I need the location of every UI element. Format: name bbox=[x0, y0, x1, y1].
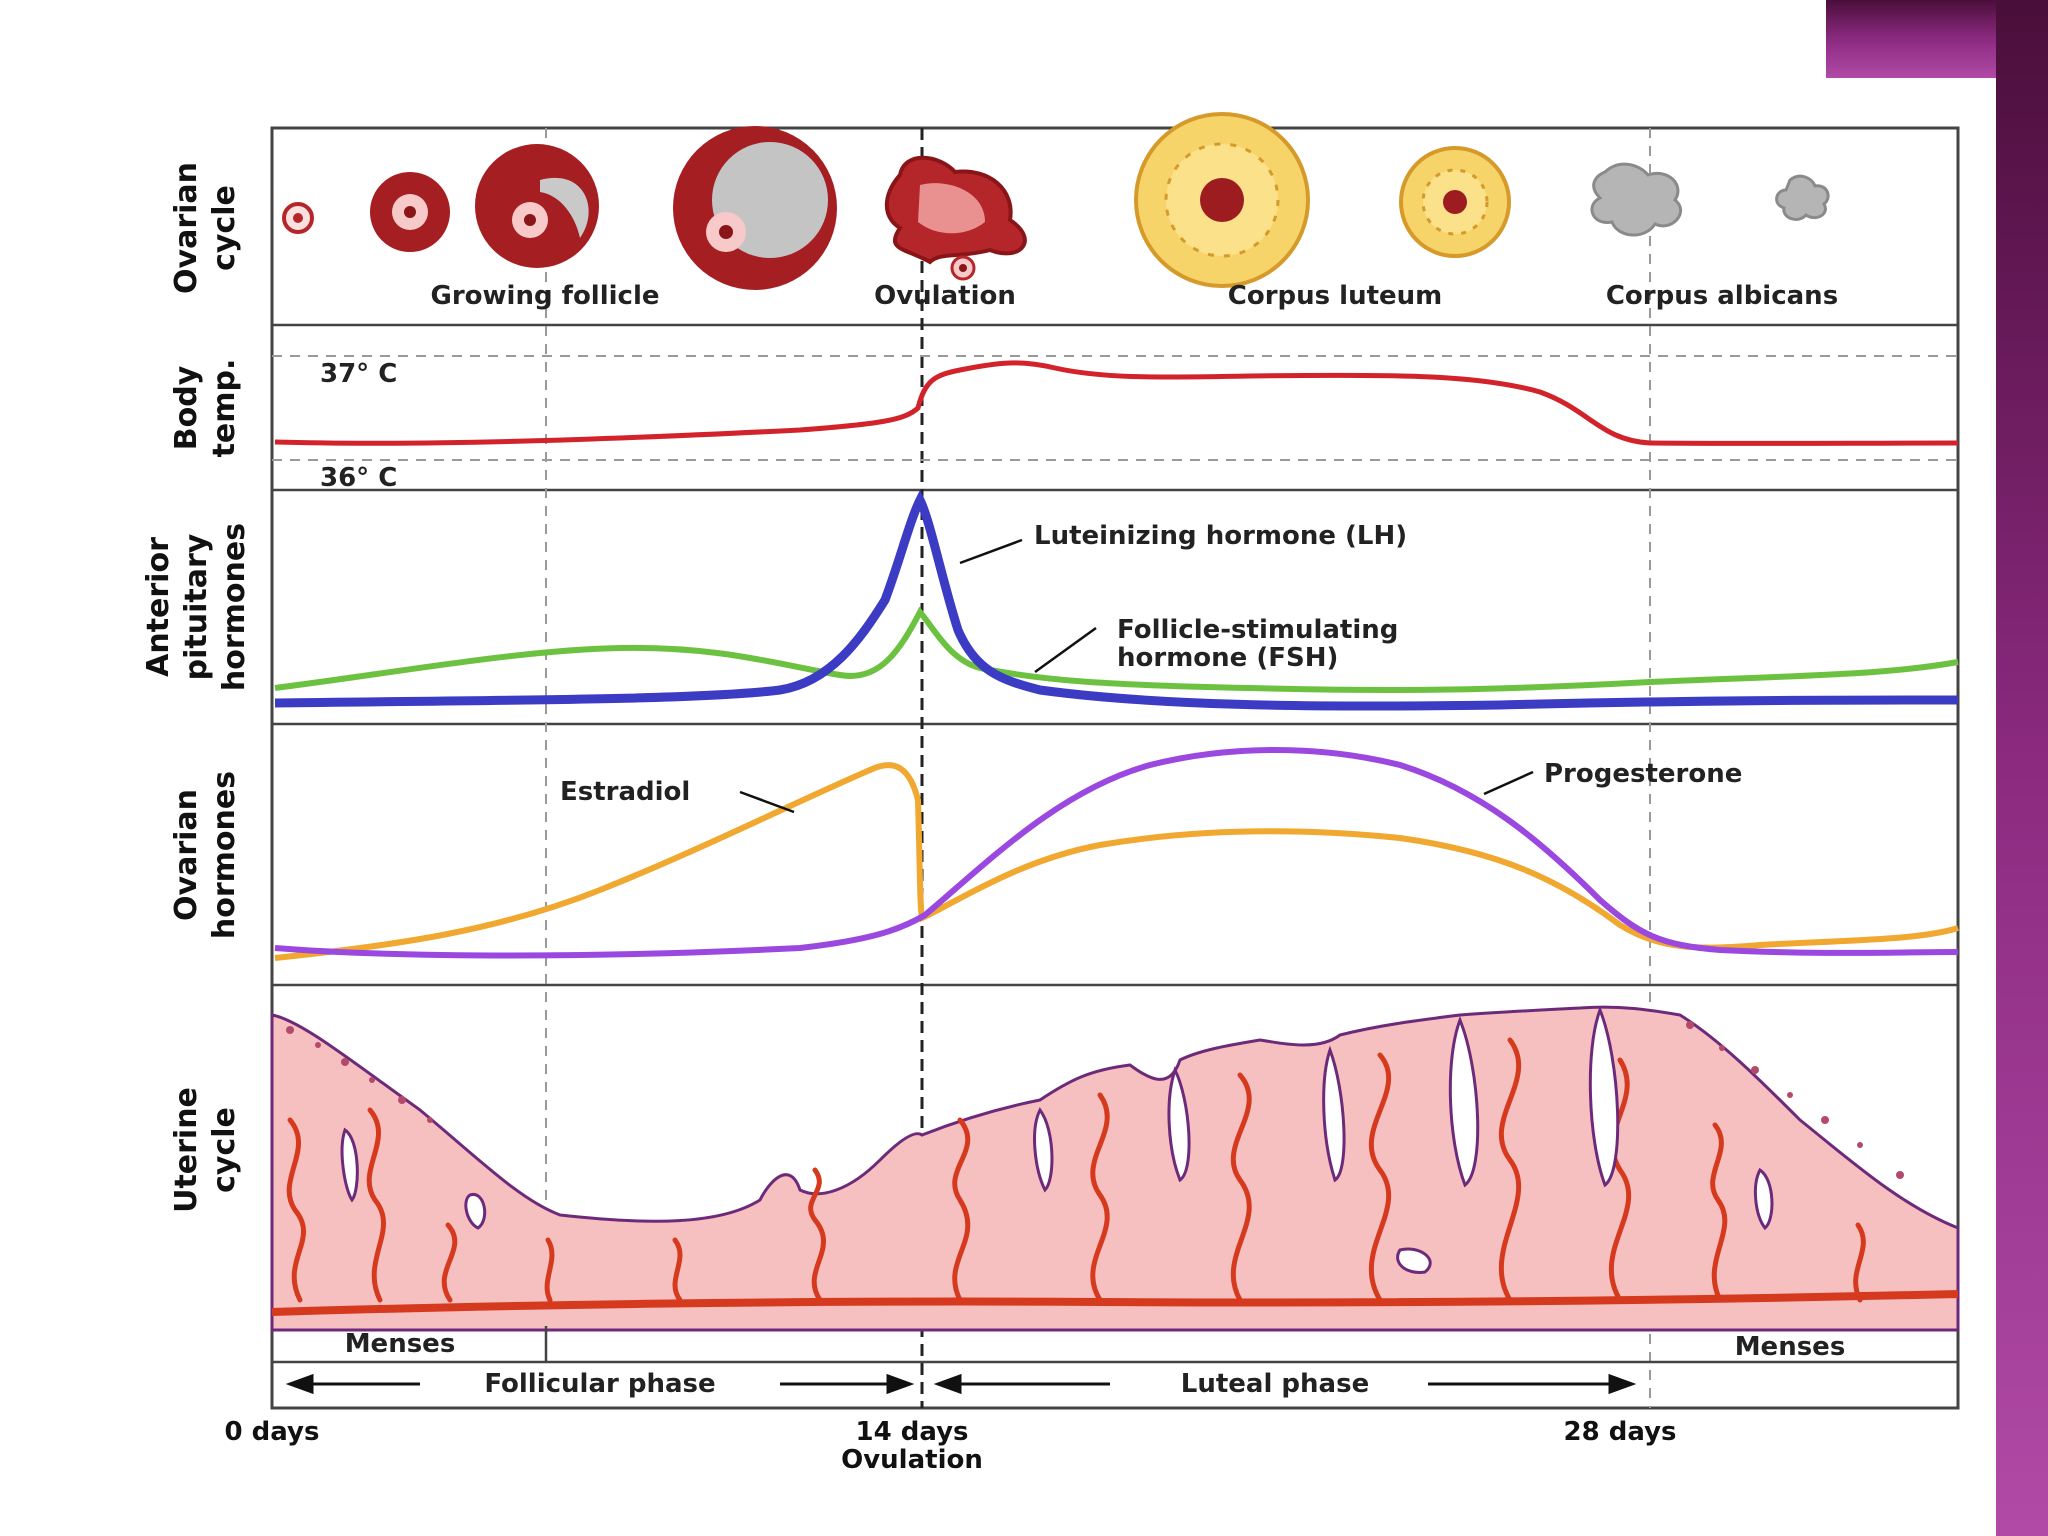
label-line: temp. bbox=[207, 359, 242, 458]
row-label-uterine-cycle: Uterine cycle bbox=[169, 1087, 242, 1213]
axis-day-0: 0 days bbox=[225, 1417, 320, 1447]
vessel bbox=[952, 1117, 971, 1303]
gland bbox=[1588, 1005, 1620, 1188]
ovulation-rupture-icon bbox=[884, 155, 1027, 281]
shed-tissue-dot bbox=[1751, 1066, 1759, 1074]
lh-curve bbox=[274, 489, 1959, 711]
follicle-primary-icon bbox=[370, 172, 450, 252]
estradiol-curve bbox=[274, 762, 1959, 961]
axis-day-14: 14 days bbox=[855, 1417, 968, 1447]
vessel bbox=[366, 1107, 387, 1303]
vessel bbox=[441, 1222, 458, 1303]
row-label-body-temp: Body temp. bbox=[169, 359, 242, 458]
basal-vessel bbox=[271, 1290, 1959, 1316]
fsh-label-line1: Follicle-stimulating bbox=[1117, 615, 1398, 645]
shed-tissue-dot bbox=[1857, 1142, 1863, 1148]
gland bbox=[464, 1193, 487, 1230]
vessel bbox=[1498, 1037, 1522, 1303]
axis-ovulation: Ovulation bbox=[841, 1445, 983, 1475]
follicle-primordial-icon bbox=[282, 202, 314, 234]
fsh-leader bbox=[1034, 626, 1097, 674]
label-line: Body bbox=[169, 365, 204, 450]
luteal-phase-label: Luteal phase bbox=[1181, 1369, 1369, 1399]
temperature-curve bbox=[274, 360, 1959, 446]
corpus-albicans-large-icon bbox=[1590, 162, 1682, 237]
label-line: Anterior bbox=[141, 537, 176, 677]
vessel bbox=[286, 1117, 307, 1303]
endometrium-illustration bbox=[270, 1005, 1960, 1332]
label-line: Ovarian bbox=[169, 162, 204, 294]
shed-tissue-dot bbox=[341, 1058, 349, 1066]
stage-growing-follicle: Growing follicle bbox=[431, 281, 660, 311]
gland bbox=[1322, 1045, 1346, 1183]
follicle-secondary-icon bbox=[475, 144, 599, 268]
label-line: Uterine bbox=[169, 1087, 204, 1213]
vessel bbox=[1608, 1057, 1632, 1303]
temp-36-label: 36° C bbox=[320, 463, 397, 493]
stage-corpus-luteum: Corpus luteum bbox=[1228, 281, 1443, 311]
vessel bbox=[1090, 1092, 1110, 1303]
vessel bbox=[1853, 1222, 1866, 1303]
endometrium-layer bbox=[270, 1005, 1960, 1332]
shed-tissue-dot bbox=[369, 1077, 375, 1083]
vessel bbox=[1368, 1052, 1392, 1303]
stage-corpus-albicans: Corpus albicans bbox=[1606, 281, 1838, 311]
shed-tissue-dot bbox=[315, 1042, 321, 1048]
vessel bbox=[1710, 1122, 1728, 1303]
vessel bbox=[672, 1237, 683, 1303]
shed-tissue-dot bbox=[398, 1096, 406, 1104]
progesterone-curve bbox=[274, 747, 1959, 959]
label-line: pituitary bbox=[179, 533, 214, 680]
shed-tissue-dot bbox=[1787, 1092, 1793, 1098]
gland bbox=[1448, 1015, 1480, 1188]
shed-tissue-dot bbox=[427, 1117, 433, 1123]
shed-tissue-dot bbox=[1686, 1021, 1694, 1029]
follicular-phase-label: Follicular phase bbox=[484, 1369, 715, 1399]
shed-tissue-dot bbox=[286, 1026, 294, 1034]
gland bbox=[1753, 1167, 1774, 1231]
gland bbox=[1396, 1247, 1432, 1274]
menses-right-label: Menses bbox=[1735, 1332, 1846, 1362]
follicle-mature-icon bbox=[673, 126, 837, 290]
estradiol-leader bbox=[739, 790, 795, 814]
row-label-pituitary: Anterior pituitary hormones bbox=[141, 523, 252, 691]
vessel bbox=[544, 1237, 555, 1303]
follicular-phase-arrow bbox=[285, 1373, 915, 1395]
stage-ovulation: Ovulation bbox=[874, 281, 1016, 311]
menses-left-label: Menses bbox=[345, 1329, 456, 1359]
lh-leader bbox=[959, 538, 1023, 565]
gland bbox=[1033, 1107, 1054, 1193]
row-label-ovarian-hormones: Ovarian hormones bbox=[169, 771, 242, 939]
row-label-ovarian-cycle: Ovarian cycle bbox=[169, 162, 242, 294]
corpus-luteum-large-icon bbox=[1134, 112, 1310, 288]
gland bbox=[340, 1127, 359, 1203]
estradiol-label: Estradiol bbox=[560, 777, 690, 807]
label-line: hormones bbox=[217, 523, 252, 691]
shed-tissue-dot bbox=[1821, 1116, 1829, 1124]
shed-tissue-dot bbox=[1719, 1045, 1725, 1051]
corpus-albicans-small-icon bbox=[1775, 174, 1830, 221]
progesterone-label: Progesterone bbox=[1544, 759, 1742, 789]
shed-tissue-dot bbox=[1896, 1171, 1904, 1179]
label-line: hormones bbox=[207, 771, 242, 939]
luteal-phase-arrow bbox=[933, 1373, 1637, 1395]
vessel bbox=[1230, 1072, 1252, 1303]
fsh-label-line2: hormone (FSH) bbox=[1117, 643, 1338, 673]
lh-label: Luteinizing hormone (LH) bbox=[1034, 521, 1407, 551]
label-line: cycle bbox=[207, 185, 242, 271]
slide-accent-bar-side bbox=[1996, 0, 2048, 1536]
label-line: cycle bbox=[207, 1107, 242, 1193]
temp-37-label: 37° C bbox=[320, 359, 397, 389]
label-line: Ovarian bbox=[169, 789, 204, 921]
vessel bbox=[808, 1167, 826, 1303]
corpus-luteum-small-icon bbox=[1399, 146, 1511, 258]
diagram-frame bbox=[270, 126, 1960, 1410]
axis-day-28: 28 days bbox=[1563, 1417, 1676, 1447]
progesterone-leader bbox=[1483, 770, 1534, 796]
gland bbox=[1167, 1066, 1191, 1183]
